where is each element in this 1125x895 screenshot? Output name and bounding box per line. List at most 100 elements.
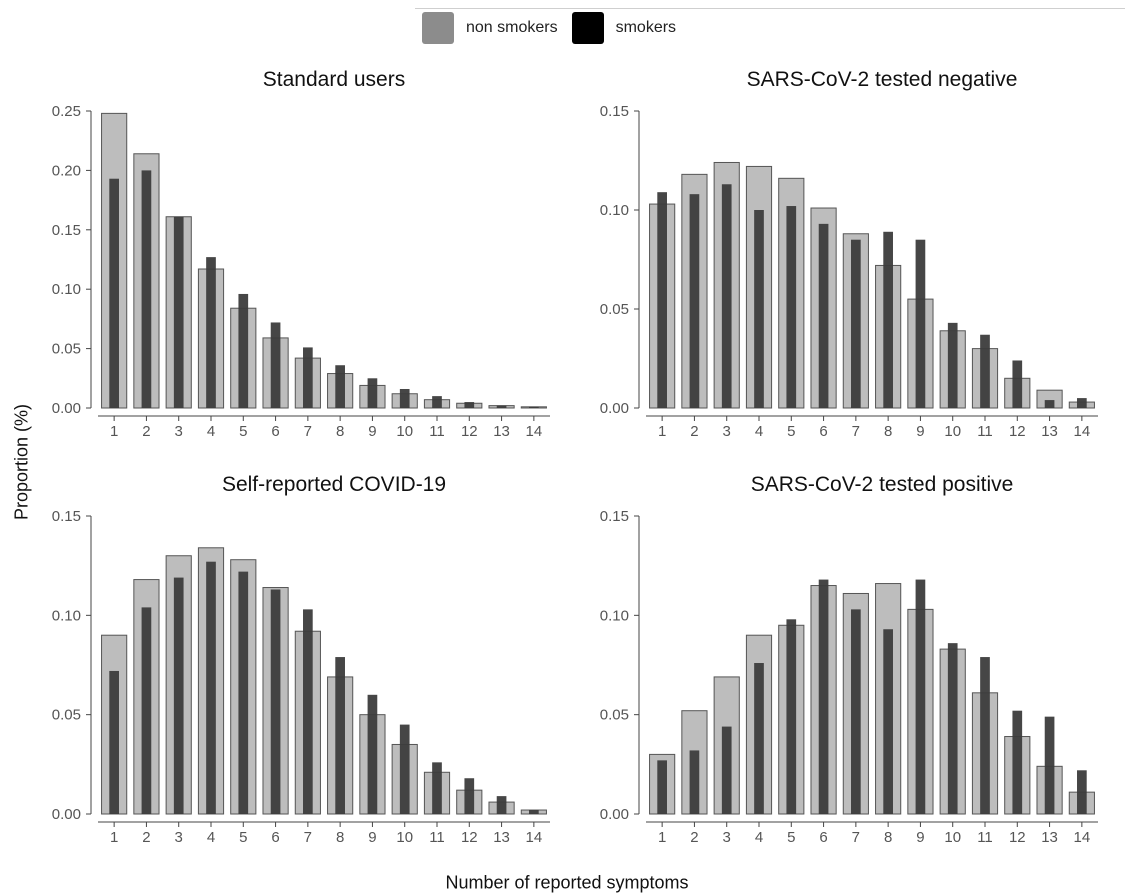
y-tick-label: 0.10	[600, 607, 629, 624]
legend-item-smokers: smokers	[571, 12, 676, 44]
x-tick-label: 4	[755, 829, 763, 846]
x-tick-label: 14	[526, 829, 543, 846]
x-tick-label: 7	[852, 829, 860, 846]
bar-smokers	[303, 347, 313, 408]
bar-smokers	[399, 388, 410, 408]
x-tick-label: 9	[368, 423, 376, 440]
bar-smokers	[754, 210, 764, 408]
bar-smokers	[141, 607, 152, 814]
bar-smokers	[689, 750, 700, 814]
x-tick-label: 10	[944, 423, 961, 440]
y-tick-label: 0.15	[52, 222, 81, 239]
chart-title: Self-reported COVID-19	[222, 473, 446, 496]
bar-smokers	[270, 589, 281, 814]
bar-smokers	[1077, 770, 1087, 814]
bar-smokers	[141, 170, 152, 408]
bar-smokers	[851, 609, 861, 814]
legend-label-non-smokers: non smokers	[466, 19, 558, 36]
bar-smokers	[1044, 716, 1055, 814]
bar-smokers	[109, 670, 119, 814]
bar-smokers	[109, 178, 119, 408]
x-tick-label: 11	[429, 829, 445, 846]
bar-smokers	[786, 206, 797, 408]
x-tick-label: 8	[336, 423, 344, 440]
chart-panel-3: Self-reported COVID-190.000.050.100.151 2…	[52, 473, 550, 846]
bar-smokers	[529, 406, 539, 408]
bar-smokers	[1044, 400, 1055, 408]
x-tick-label: 2	[142, 423, 150, 440]
x-tick-label: 4	[207, 423, 215, 440]
x-tick-label: 10	[396, 423, 413, 440]
x-tick-label: 10	[396, 829, 413, 846]
chart-panel-4: SARS-CoV-2 tested positive 0.00 0.05 0.10 0.…	[600, 473, 1098, 846]
bar-smokers	[270, 322, 281, 408]
bar-smokers	[657, 192, 667, 408]
bar-smokers	[206, 257, 216, 408]
bar-smokers	[464, 402, 475, 408]
bar-smokers	[915, 579, 926, 814]
x-tick-label: 1	[110, 423, 118, 440]
bar-smokers	[173, 216, 184, 408]
legend-item-non-smokers: non smokers	[422, 12, 558, 44]
x-tick-label: 6	[271, 423, 279, 440]
bar-smokers	[721, 184, 732, 408]
bar-smokers	[496, 405, 507, 408]
bar-smokers	[303, 609, 313, 814]
x-tick-label: 9	[916, 423, 924, 440]
bar-smokers	[818, 223, 829, 408]
legend-divider	[415, 8, 1125, 9]
chart-title: SARS-CoV-2 tested negative	[747, 68, 1018, 91]
x-tick-label: 2	[142, 829, 150, 846]
bar-smokers	[689, 194, 700, 408]
chart-title: Standard users	[263, 68, 405, 91]
y-tick-label: 0.10	[52, 607, 81, 624]
x-tick-label: 13	[493, 423, 510, 440]
bar-smokers	[1012, 360, 1023, 408]
bar-smokers	[980, 657, 990, 814]
bar-smokers	[432, 762, 442, 814]
x-tick-label: 7	[852, 423, 860, 440]
x-tick-label: 4	[755, 423, 763, 440]
x-tick-label: 1	[658, 423, 666, 440]
x-tick-label: 6	[819, 423, 827, 440]
x-tick-label: 14	[1074, 423, 1091, 440]
bar-smokers	[851, 239, 861, 408]
y-tick-label: 0.05	[600, 301, 629, 318]
bar-smokers	[238, 571, 249, 814]
x-tick-label: 11	[977, 829, 993, 846]
x-tick-label: 5	[787, 829, 795, 846]
y-tick-label: 0.00	[600, 400, 629, 417]
bar-smokers	[915, 239, 926, 408]
x-tick-label: 10	[944, 829, 961, 846]
bar-smokers	[947, 322, 958, 408]
x-tick-label: 2	[690, 829, 698, 846]
x-tick-label: 9	[916, 829, 924, 846]
legend: non smokers smokers	[422, 10, 690, 46]
bar-smokers	[980, 334, 990, 408]
y-tick-label: 0.15	[600, 508, 629, 525]
x-tick-label: 1	[658, 829, 666, 846]
x-tick-label: 5	[787, 423, 795, 440]
bar-smokers	[883, 629, 893, 814]
bar-smokers	[1077, 398, 1087, 408]
x-tick-label: 4	[207, 829, 215, 846]
bar-smokers	[173, 577, 184, 814]
bar-smokers	[206, 561, 216, 814]
x-tick-label: 12	[1009, 423, 1026, 440]
chart-title: SARS-CoV-2 tested positive	[751, 473, 1014, 496]
bar-smokers	[786, 619, 797, 814]
y-tick-label: 0.15	[600, 103, 629, 120]
y-tick-label: 0.20	[52, 162, 81, 179]
x-tick-label: 3	[723, 829, 731, 846]
x-tick-label: 11	[977, 423, 993, 440]
x-tick-label: 2	[690, 423, 698, 440]
legend-swatch-smokers	[571, 12, 604, 44]
x-tick-label: 12	[461, 423, 478, 440]
x-tick-label: 12	[461, 829, 478, 846]
bar-smokers	[367, 378, 378, 408]
bar-smokers	[432, 396, 442, 408]
x-tick-label: 7	[304, 829, 312, 846]
x-tick-label: 6	[819, 829, 827, 846]
